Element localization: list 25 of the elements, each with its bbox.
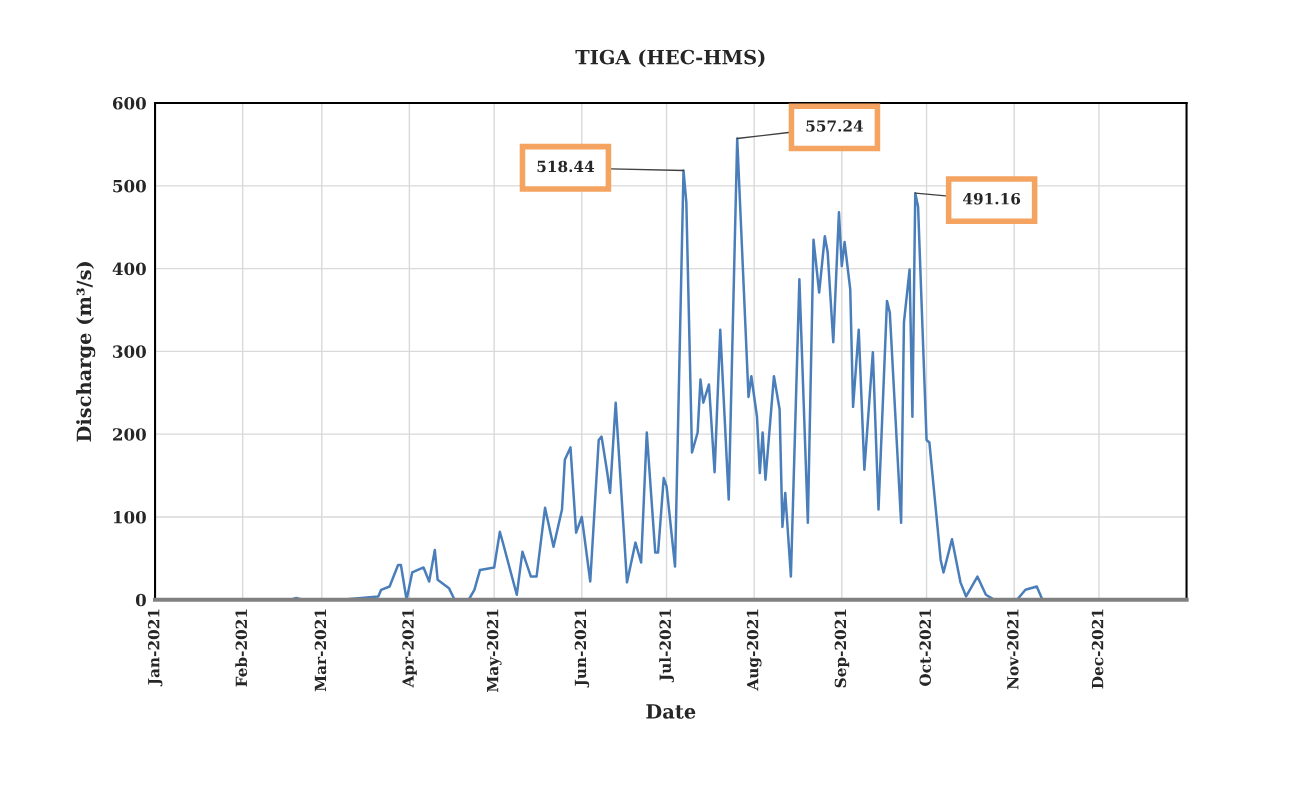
x-tick-label: Aug-2021 <box>746 609 762 691</box>
y-axis-title: Discharge (m³/s) <box>76 262 96 442</box>
x-tick-label: Oct-2021 <box>919 609 931 686</box>
y-tick-label: 300 <box>113 345 146 358</box>
y-tick-label: 100 <box>113 510 146 524</box>
x-axis-title: Date <box>646 704 696 719</box>
x-tick-label: Jan-2021 <box>147 609 163 687</box>
x-tick-label: Jul-2021 <box>659 609 674 683</box>
annotation: 491.16 <box>963 192 1021 205</box>
y-tick-label: 0 <box>135 593 146 607</box>
annotation: 557.24 <box>806 120 864 132</box>
x-tick-label: Jun-2021 <box>574 609 590 688</box>
x-tick-label: Sep-2021 <box>834 609 850 688</box>
annotation: 518.44 <box>537 160 595 173</box>
x-tick-label: Nov-2021 <box>1007 609 1019 690</box>
x-tick-label: Feb-2021 <box>235 609 248 687</box>
chart-title: TIGA (HEC-HMS) <box>575 49 765 68</box>
x-tick-label: Mar-2021 <box>314 609 327 692</box>
y-tick-label: 500 <box>113 179 146 193</box>
y-tick-label: 200 <box>113 428 146 441</box>
x-tick-label: May-2021 <box>486 609 502 692</box>
y-tick-label: 600 <box>112 97 146 110</box>
y-tick-label: 400 <box>112 262 146 276</box>
x-tick-label: Dec-2021 <box>1091 609 1104 689</box>
x-tick-label: Apr-2021 <box>402 609 417 688</box>
